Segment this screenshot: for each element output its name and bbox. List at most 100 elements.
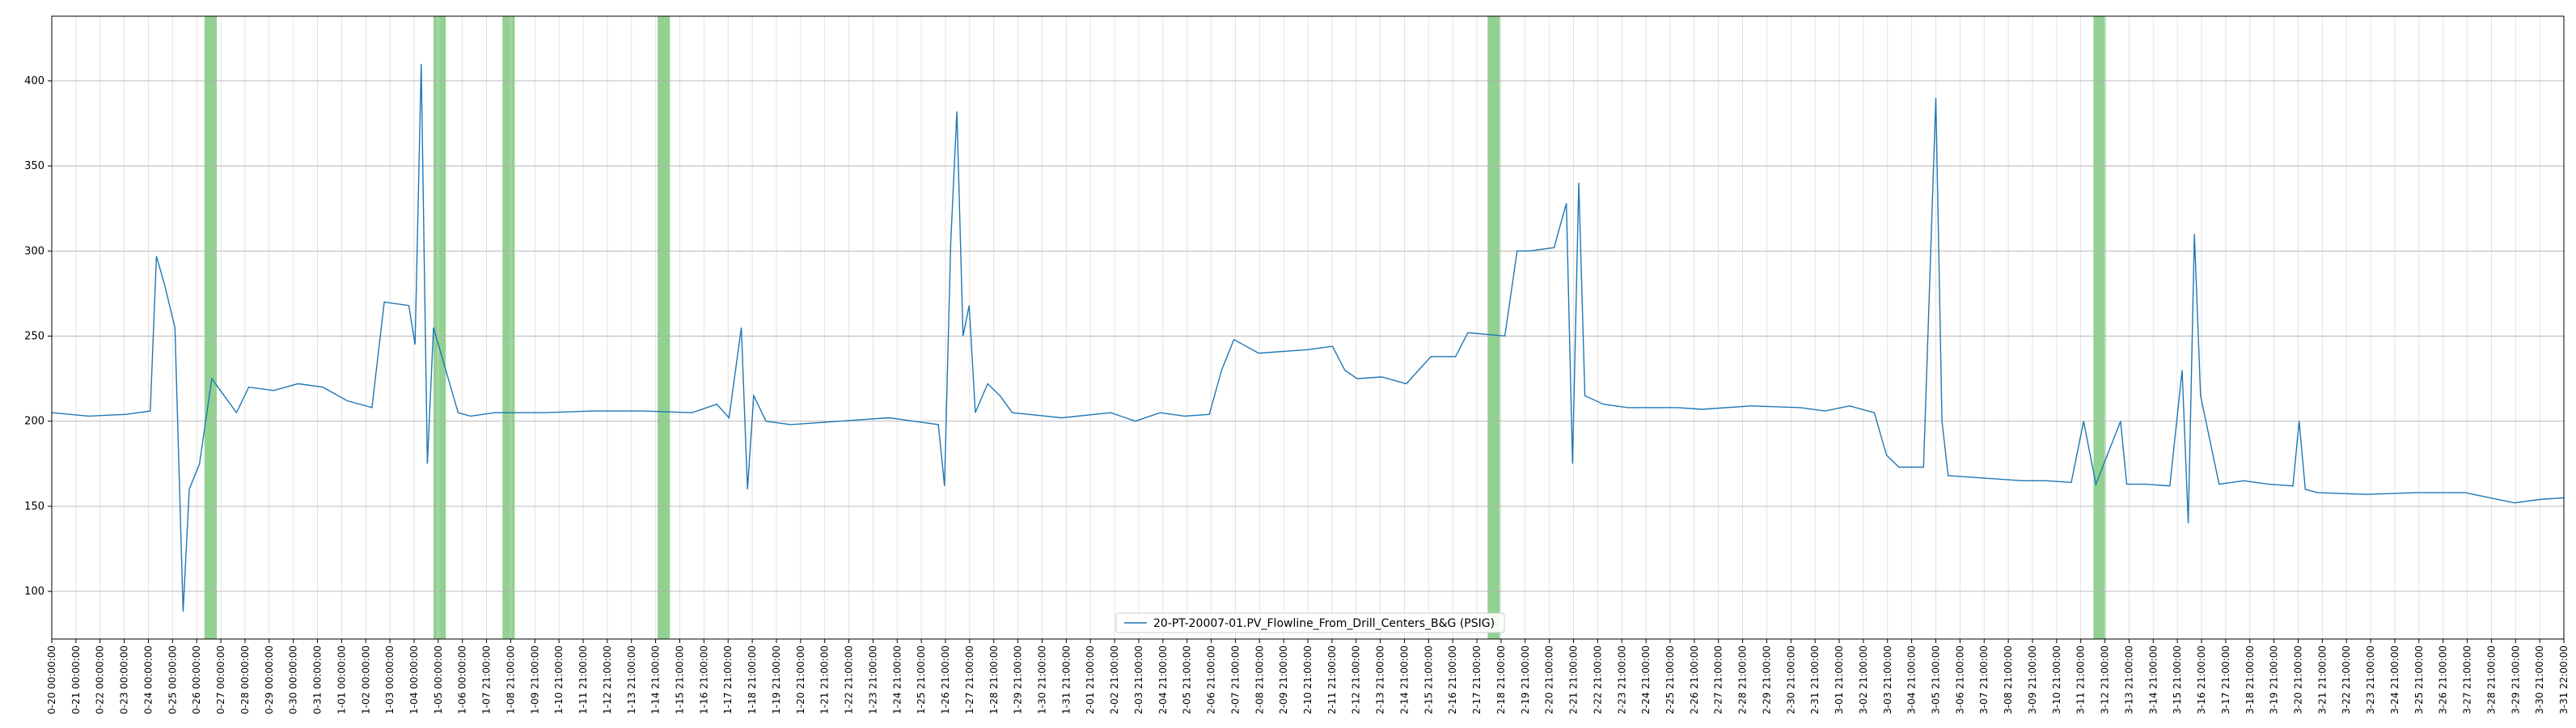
x-tick-label: 1-16 21:00:00 bbox=[698, 645, 709, 714]
shaded-band-3 bbox=[658, 16, 670, 639]
x-tick-label: 1-17 21:00:00 bbox=[722, 645, 734, 714]
x-tick-label: 3-19 21:00:00 bbox=[2269, 645, 2280, 714]
x-tick-label: 3-11 21:00:00 bbox=[2075, 645, 2087, 714]
x-tick-label: 1-06 00:00:00 bbox=[457, 645, 468, 714]
x-tick-label: 3-20 21:00:00 bbox=[2292, 645, 2303, 714]
x-tick-label: 0-23 00:00:00 bbox=[119, 645, 130, 714]
x-tick-label: 1-21 21:00:00 bbox=[819, 645, 831, 714]
x-tick-label: 1-30 21:00:00 bbox=[1036, 645, 1047, 714]
x-tick-label: 2-25 21:00:00 bbox=[1664, 645, 1676, 714]
x-tick-label: 1-20 21:00:00 bbox=[795, 645, 806, 714]
x-tick-label: 2-08 21:00:00 bbox=[1254, 645, 1265, 714]
x-tick-label: 3-30 21:00:00 bbox=[2534, 645, 2545, 714]
x-tick-label: 2-29 21:00:00 bbox=[1761, 645, 1772, 714]
x-tick-label: 1-31 21:00:00 bbox=[1060, 645, 1072, 714]
x-tick-label: 3-03 21:00:00 bbox=[1882, 645, 1893, 714]
x-tick-label: 2-27 21:00:00 bbox=[1713, 645, 1724, 714]
x-tick-label: 1-04 00:00:00 bbox=[408, 645, 420, 714]
x-tick-label: 0-29 00:00:00 bbox=[264, 645, 275, 714]
x-tick-label: 3-21 21:00:00 bbox=[2316, 645, 2328, 714]
x-tick-label: 1-11 21:00:00 bbox=[577, 645, 589, 714]
x-tick-label: 3-10 21:00:00 bbox=[2051, 645, 2062, 714]
x-tick-label: 2-07 21:00:00 bbox=[1229, 645, 1241, 714]
x-tick-label: 0-30 00:00:00 bbox=[288, 645, 299, 714]
x-tick-label: 3-06 21:00:00 bbox=[1954, 645, 1965, 714]
x-tick-label: 3-27 21:00:00 bbox=[2462, 645, 2473, 714]
x-tick-label: 1-22 21:00:00 bbox=[844, 645, 855, 714]
y-tick-label: 200 bbox=[24, 416, 44, 428]
x-tick-label: 3-18 21:00:00 bbox=[2244, 645, 2256, 714]
y-tick-label: 150 bbox=[24, 501, 44, 513]
x-tick-label: 2-20 21:00:00 bbox=[1544, 645, 1555, 714]
x-tick-label: 3-25 21:00:00 bbox=[2413, 645, 2425, 714]
x-tick-label: 2-15 21:00:00 bbox=[1423, 645, 1434, 714]
y-tick-label: 400 bbox=[24, 75, 44, 87]
x-tick-label: 3-24 21:00:00 bbox=[2389, 645, 2400, 714]
x-tick-label: 0-26 00:00:00 bbox=[191, 645, 202, 714]
shaded-band-4 bbox=[1487, 16, 1500, 639]
x-tick-label: 3-04 21:00:00 bbox=[1906, 645, 1918, 714]
x-tick-label: 1-07 21:00:00 bbox=[481, 645, 493, 714]
x-tick-label: 3-07 21:00:00 bbox=[1978, 645, 1990, 714]
x-tick-label: 2-04 21:00:00 bbox=[1157, 645, 1169, 714]
x-tick-label: 2-12 21:00:00 bbox=[1351, 645, 1362, 714]
x-tick-label: 1-29 21:00:00 bbox=[1013, 645, 1024, 714]
x-tick-label: 3-02 21:00:00 bbox=[1858, 645, 1869, 714]
x-tick-label: 3-16 21:00:00 bbox=[2196, 645, 2207, 714]
x-tick-label: 1-03 00:00:00 bbox=[384, 645, 395, 714]
shaded-bands bbox=[204, 16, 2106, 639]
legend-label: 20-PT-20007-01.PV_Flowline_From_Drill_Ce… bbox=[1153, 617, 1495, 630]
x-tick-label: 3-09 21:00:00 bbox=[2027, 645, 2038, 714]
x-tick-label: 0-27 00:00:00 bbox=[215, 645, 226, 714]
x-tick-label: 3-12 21:00:00 bbox=[2100, 645, 2111, 714]
y-tick-label: 350 bbox=[24, 160, 44, 172]
x-tick-label: 1-15 21:00:00 bbox=[675, 645, 686, 714]
x-tick-label: 1-05 00:00:00 bbox=[433, 645, 444, 714]
shaded-band-0 bbox=[204, 16, 218, 639]
x-tick-label: 3-08 21:00:00 bbox=[2003, 645, 2014, 714]
x-tick-label: 2-06 21:00:00 bbox=[1206, 645, 1217, 714]
x-tick-label: 3-14 21:00:00 bbox=[2147, 645, 2159, 714]
x-tick-label: 2-13 21:00:00 bbox=[1375, 645, 1386, 714]
x-tick-label: 1-02 00:00:00 bbox=[360, 645, 371, 714]
x-tick-label: 1-25 21:00:00 bbox=[916, 645, 927, 714]
legend: 20-PT-20007-01.PV_Flowline_From_Drill_Ce… bbox=[1115, 612, 1505, 633]
x-tick-label: 1-12 21:00:00 bbox=[602, 645, 613, 714]
x-tick-label: 0-25 00:00:00 bbox=[167, 645, 178, 714]
x-tick-label: 2-01 21:00:00 bbox=[1085, 645, 1096, 714]
legend-box bbox=[1115, 612, 1505, 633]
x-tick-label: 2-23 21:00:00 bbox=[1616, 645, 1627, 714]
x-tick-label: 0-21 00:00:00 bbox=[70, 645, 82, 714]
x-tick-label: 2-11 21:00:00 bbox=[1326, 645, 1338, 714]
shaded-band-2 bbox=[502, 16, 515, 639]
x-tick-label: 2-28 21:00:00 bbox=[1737, 645, 1749, 714]
series-line-0 bbox=[51, 63, 2565, 612]
x-tick-label: 1-23 21:00:00 bbox=[867, 645, 878, 714]
x-tick-label: 1-27 21:00:00 bbox=[964, 645, 975, 714]
x-tick-label: 2-03 21:00:00 bbox=[1133, 645, 1144, 714]
x-axis: 0-20 00:00:00 0-21 00:00:00 0-22 00:00:00 0… bbox=[46, 639, 2570, 714]
shaded-band-1 bbox=[433, 16, 446, 639]
x-tick-label: 1-13 21:00:00 bbox=[626, 645, 637, 714]
x-tick-label: 3-17 21:00:00 bbox=[2220, 645, 2231, 714]
x-tick-label: 1-01 00:00:00 bbox=[336, 645, 347, 714]
x-tick-label: 3-28 21:00:00 bbox=[2485, 645, 2497, 714]
shaded-band-5 bbox=[2093, 16, 2106, 639]
x-tick-label: 2-09 21:00:00 bbox=[1278, 645, 1289, 714]
x-tick-label: 2-30 21:00:00 bbox=[1785, 645, 1796, 714]
x-tick-label: 2-16 21:00:00 bbox=[1447, 645, 1458, 714]
y-tick-label: 300 bbox=[24, 245, 44, 257]
x-tick-label: 3-29 21:00:00 bbox=[2510, 645, 2521, 714]
x-tick-label: 1-09 21:00:00 bbox=[529, 645, 540, 714]
x-tick-label: 3-13 21:00:00 bbox=[2123, 645, 2134, 714]
x-tick-label: 2-17 21:00:00 bbox=[1471, 645, 1483, 714]
x-tick-label: 2-19 21:00:00 bbox=[1520, 645, 1531, 714]
x-tick-label: 0-20 00:00:00 bbox=[46, 645, 57, 714]
x-tick-label: 2-31 21:00:00 bbox=[1809, 645, 1821, 714]
x-tick-label: 0-24 00:00:00 bbox=[142, 645, 154, 714]
grid-lines bbox=[51, 16, 2565, 639]
x-tick-label: 1-24 21:00:00 bbox=[891, 645, 903, 714]
x-tick-label: 0-31 00:00:00 bbox=[312, 645, 324, 714]
x-tick-label: 2-05 21:00:00 bbox=[1182, 645, 1193, 714]
